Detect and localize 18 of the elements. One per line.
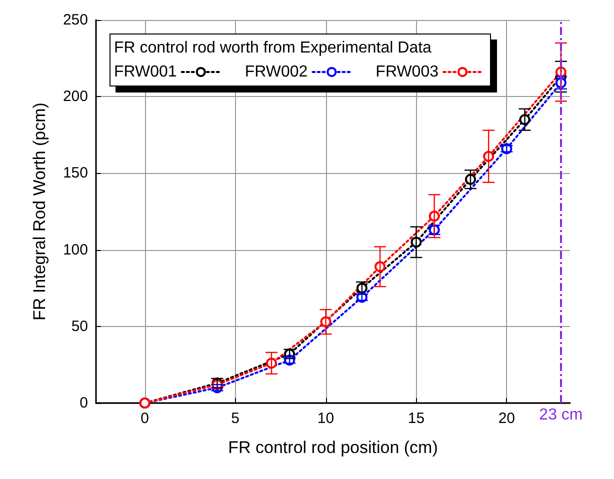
x-tick-label: 5 xyxy=(231,410,240,427)
y-axis-title: FR Integral Rod Worth (pcm) xyxy=(30,102,49,320)
y-tick-label: 250 xyxy=(62,12,88,28)
y-tick-label: 200 xyxy=(62,88,88,106)
x-tick-label: 15 xyxy=(408,410,425,427)
legend-label: FRW001 xyxy=(114,64,177,80)
x-tick-label: 10 xyxy=(317,410,334,427)
y-tick-label: 0 xyxy=(80,394,88,412)
x-axis-title: FR control rod position (cm) xyxy=(228,438,438,457)
ref-line-label: 23 cm xyxy=(539,406,583,424)
x-tick-label: 0 xyxy=(140,410,150,427)
x-tick-label: 20 xyxy=(498,410,516,427)
legend-label: FRW002 xyxy=(244,64,308,80)
y-tick-label: 150 xyxy=(62,164,88,182)
legend-label: FRW003 xyxy=(376,64,439,80)
y-tick-label: 100 xyxy=(62,241,88,258)
y-tick-label: 50 xyxy=(71,318,88,335)
legend-title: FR control rod worth from Experimental Data xyxy=(114,40,432,56)
